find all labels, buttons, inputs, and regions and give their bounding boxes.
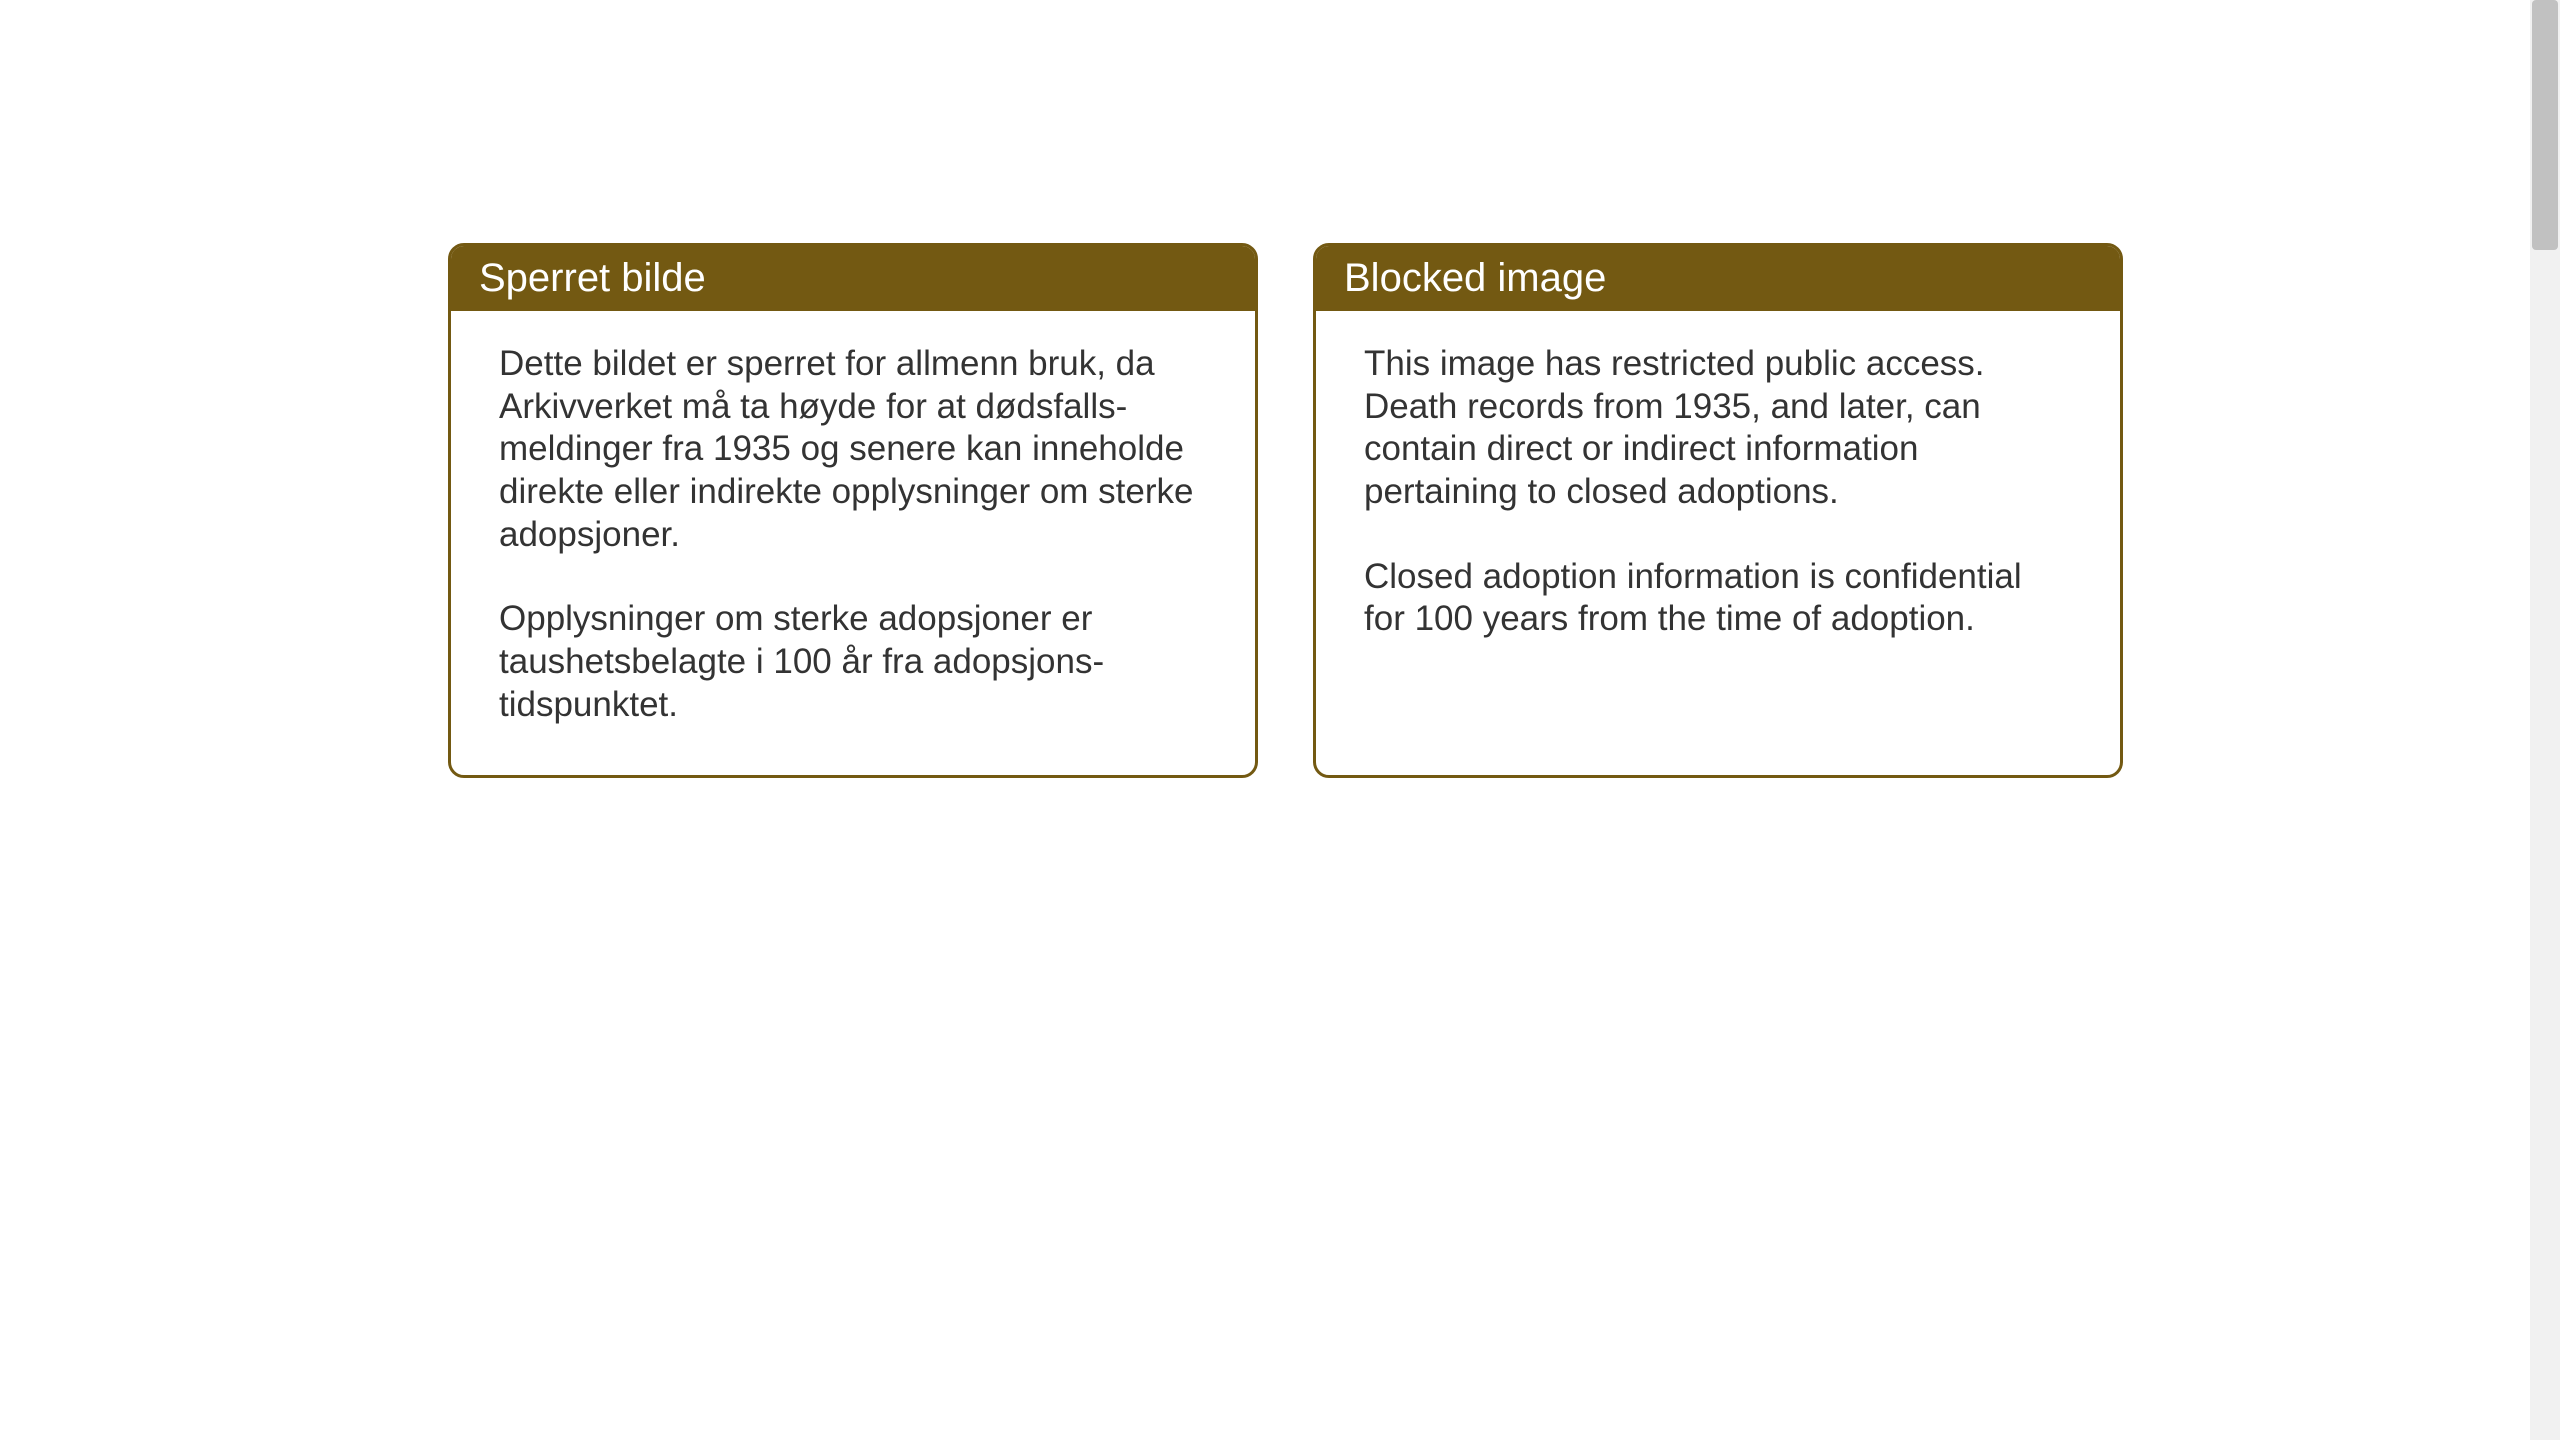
card-header-english: Blocked image: [1316, 246, 2120, 311]
card-title-norwegian: Sperret bilde: [479, 256, 706, 300]
scrollbar-thumb[interactable]: [2532, 0, 2558, 250]
card-header-norwegian: Sperret bilde: [451, 246, 1255, 311]
paragraph-english-2: Closed adoption information is confident…: [1364, 556, 2072, 641]
card-english: Blocked image This image has restricted …: [1313, 243, 2123, 778]
cards-container: Sperret bilde Dette bildet er sperret fo…: [448, 243, 2123, 778]
paragraph-english-1: This image has restricted public access.…: [1364, 343, 2072, 514]
card-body-english: This image has restricted public access.…: [1316, 311, 2120, 689]
scrollbar-track[interactable]: [2530, 0, 2560, 1440]
paragraph-norwegian-2: Opplysninger om sterke adopsjoner er tau…: [499, 598, 1207, 726]
card-title-english: Blocked image: [1344, 256, 1606, 300]
card-body-norwegian: Dette bildet er sperret for allmenn bruk…: [451, 311, 1255, 775]
card-norwegian: Sperret bilde Dette bildet er sperret fo…: [448, 243, 1258, 778]
paragraph-norwegian-1: Dette bildet er sperret for allmenn bruk…: [499, 343, 1207, 556]
